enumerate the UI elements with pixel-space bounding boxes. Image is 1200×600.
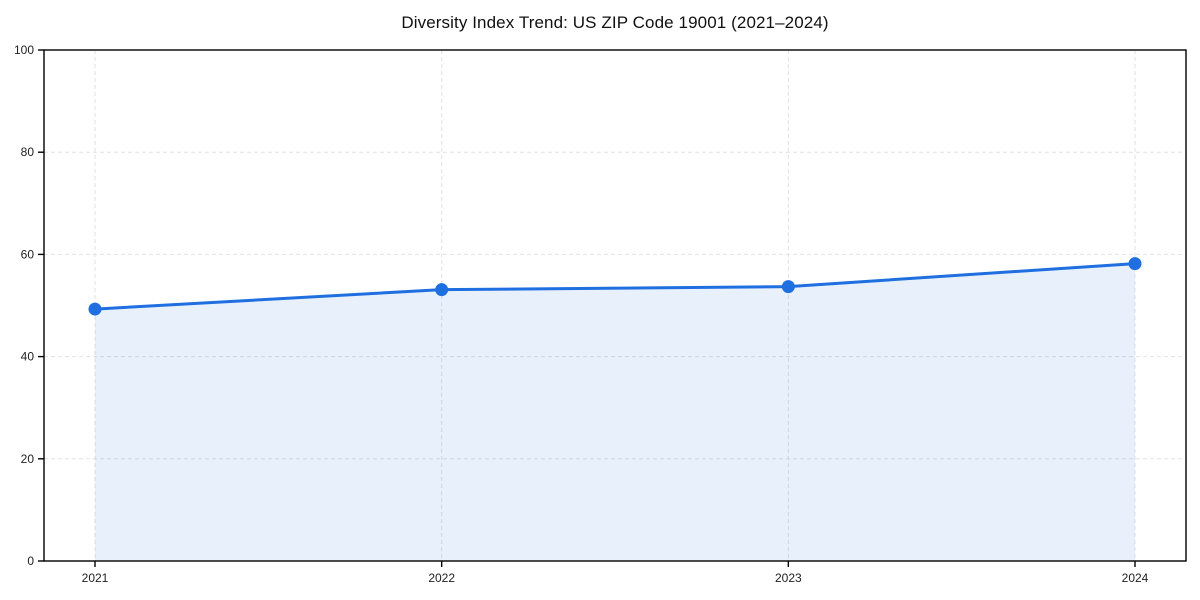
y-tick-label: 60 — [21, 247, 35, 261]
x-tick-label: 2023 — [775, 571, 802, 585]
x-tick-label: 2022 — [428, 571, 455, 585]
y-tick-label: 40 — [21, 350, 35, 364]
data-point-marker — [1128, 257, 1142, 271]
x-tick-label: 2021 — [82, 571, 109, 585]
y-tick-label: 100 — [14, 43, 34, 57]
y-tick-label: 0 — [27, 554, 34, 568]
chart-title: Diversity Index Trend: US ZIP Code 19001… — [401, 13, 829, 32]
axes-spines — [43, 49, 1187, 562]
y-tick-label: 20 — [21, 452, 35, 466]
data-point-marker — [435, 283, 449, 297]
x-tick-label: 2024 — [1122, 571, 1149, 585]
trend-line — [93, 262, 1137, 311]
area-fill — [95, 263, 1135, 561]
y-tick-label: 80 — [21, 145, 35, 159]
data-point-marker — [781, 280, 795, 294]
data-point-marker — [88, 302, 102, 316]
